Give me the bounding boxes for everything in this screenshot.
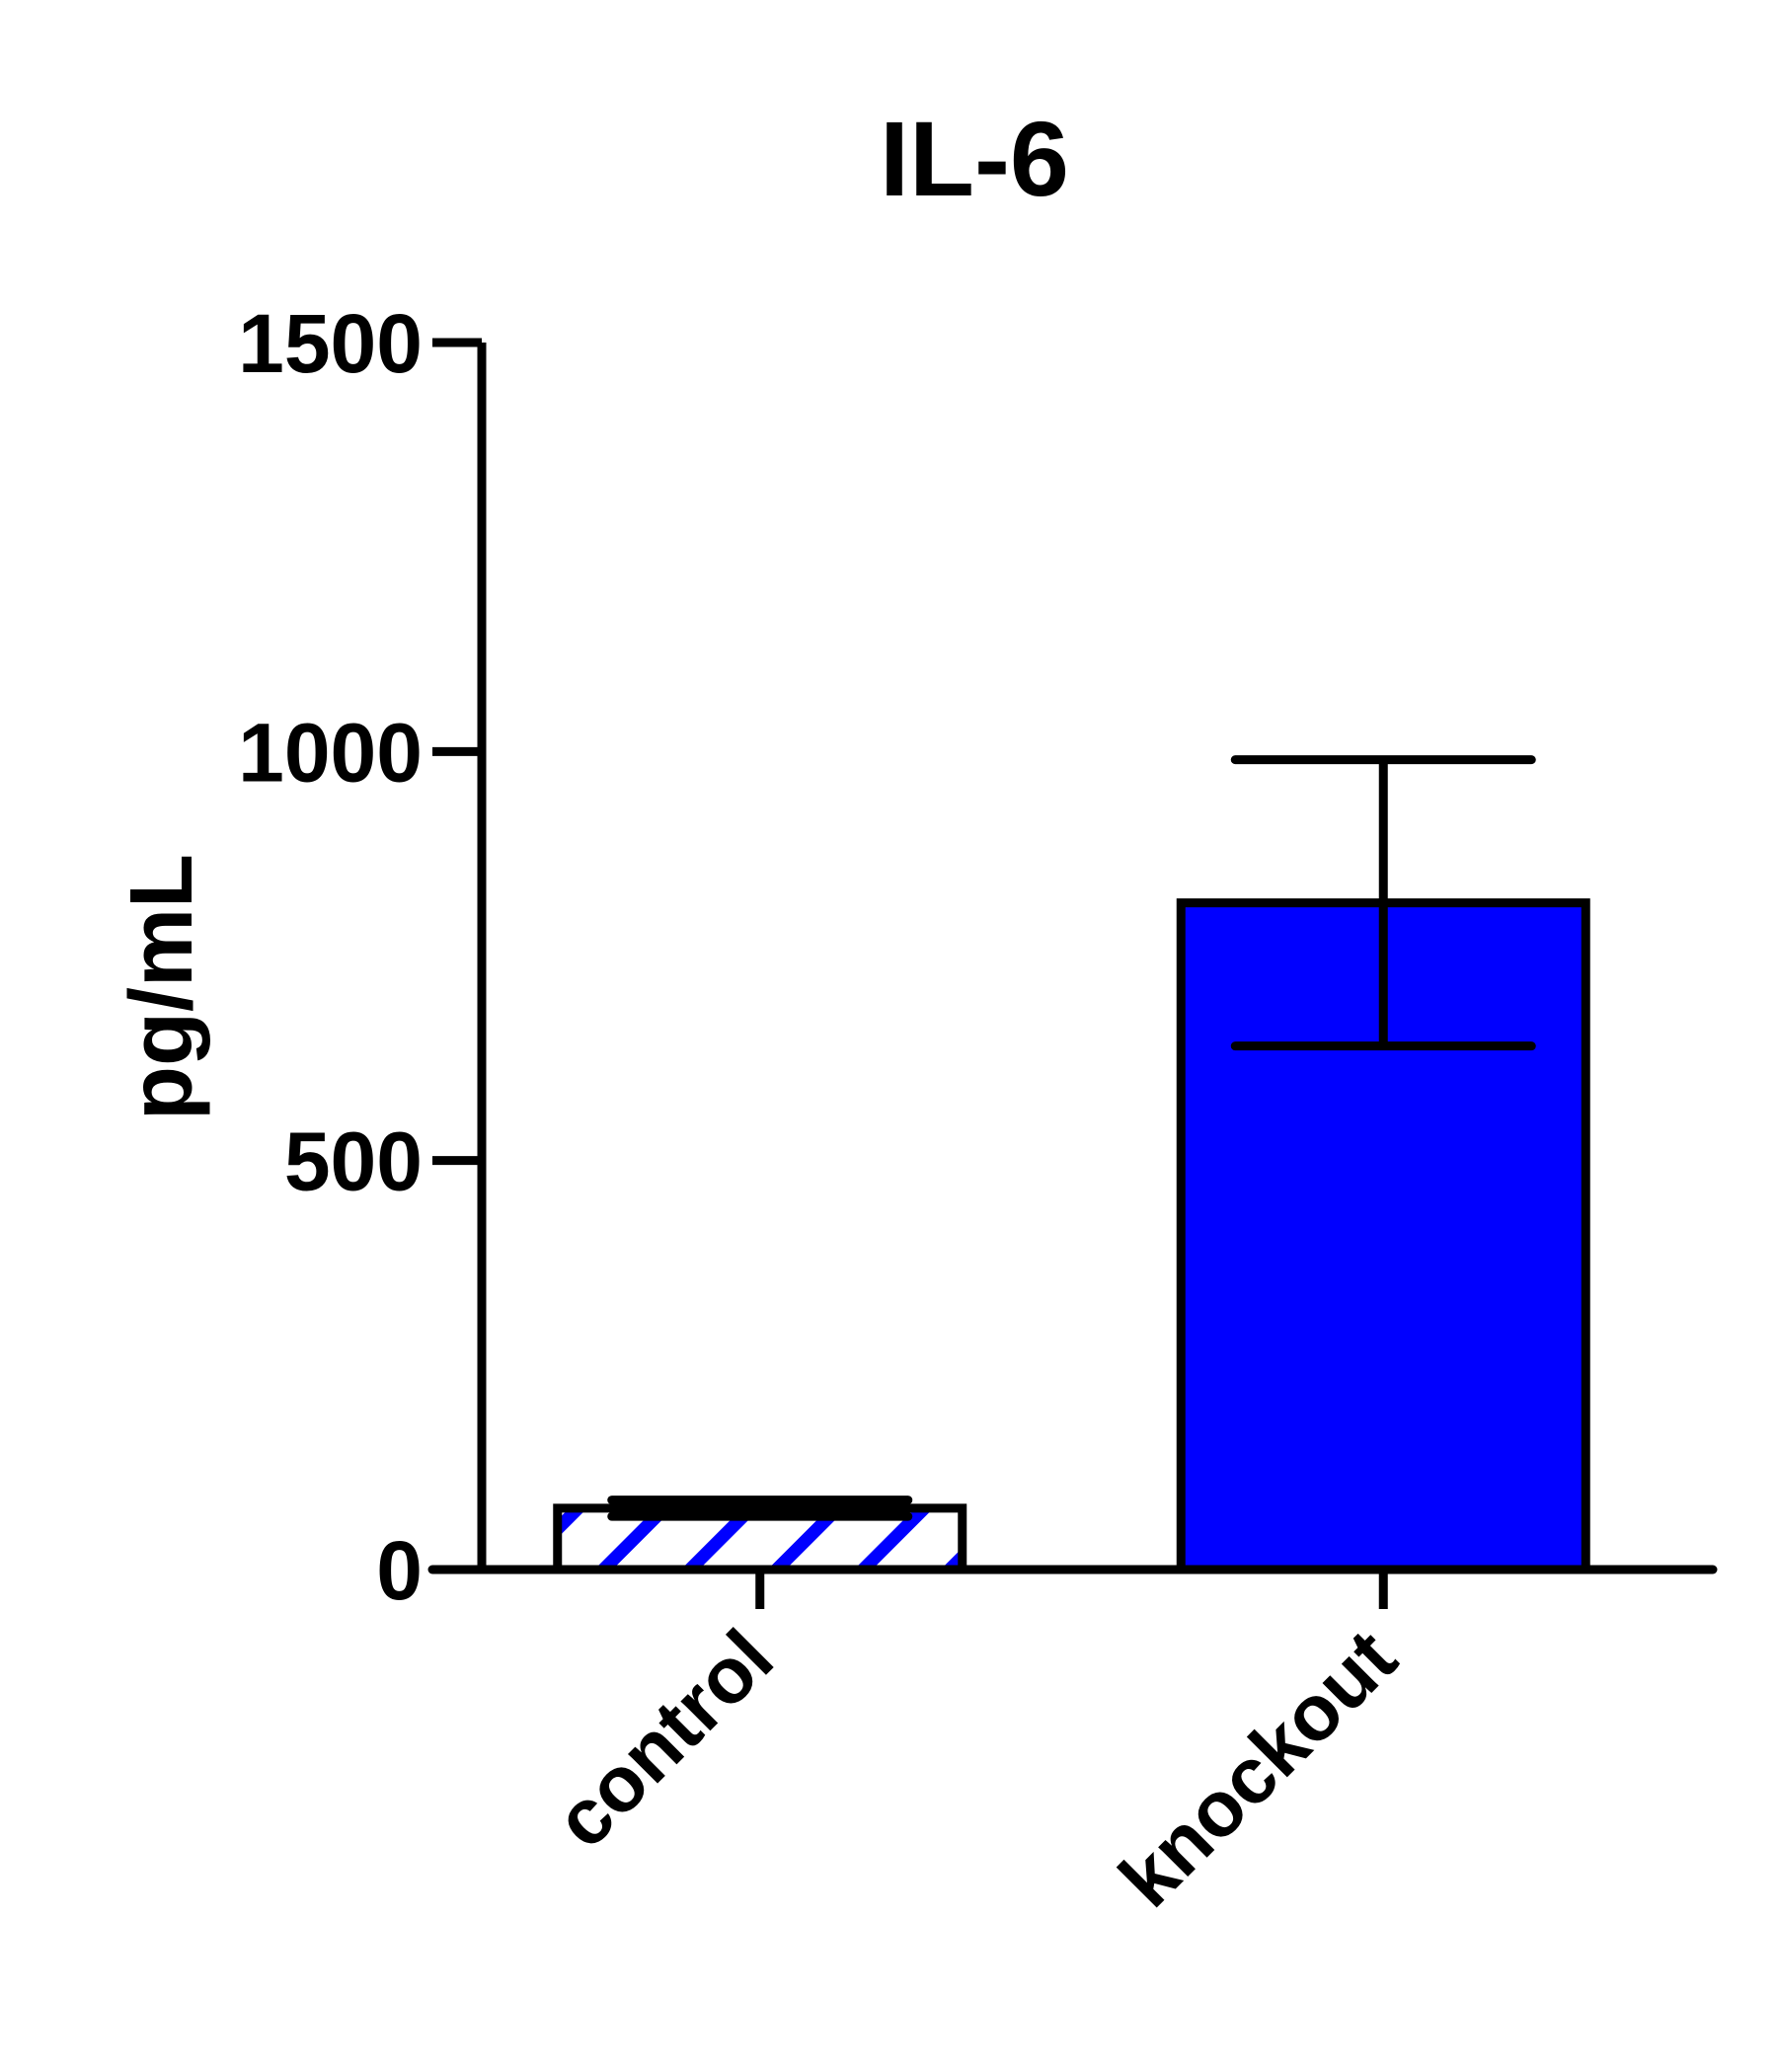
x-tick-label-knockout: knockout (1103, 1613, 1413, 1923)
y-tick-label-1500: 1500 (238, 297, 423, 390)
y-tick-label-0: 0 (376, 1524, 423, 1617)
x-tick-label-control: control (538, 1613, 790, 1865)
y-axis-label: pg/mL (113, 854, 211, 1120)
chart-title: IL-6 (880, 99, 1069, 218)
plot-area: control knockout 0 500 1000 1500 (238, 297, 1718, 1923)
y-tick-label-500: 500 (284, 1115, 423, 1208)
y-tick-label-1000: 1000 (238, 706, 423, 799)
